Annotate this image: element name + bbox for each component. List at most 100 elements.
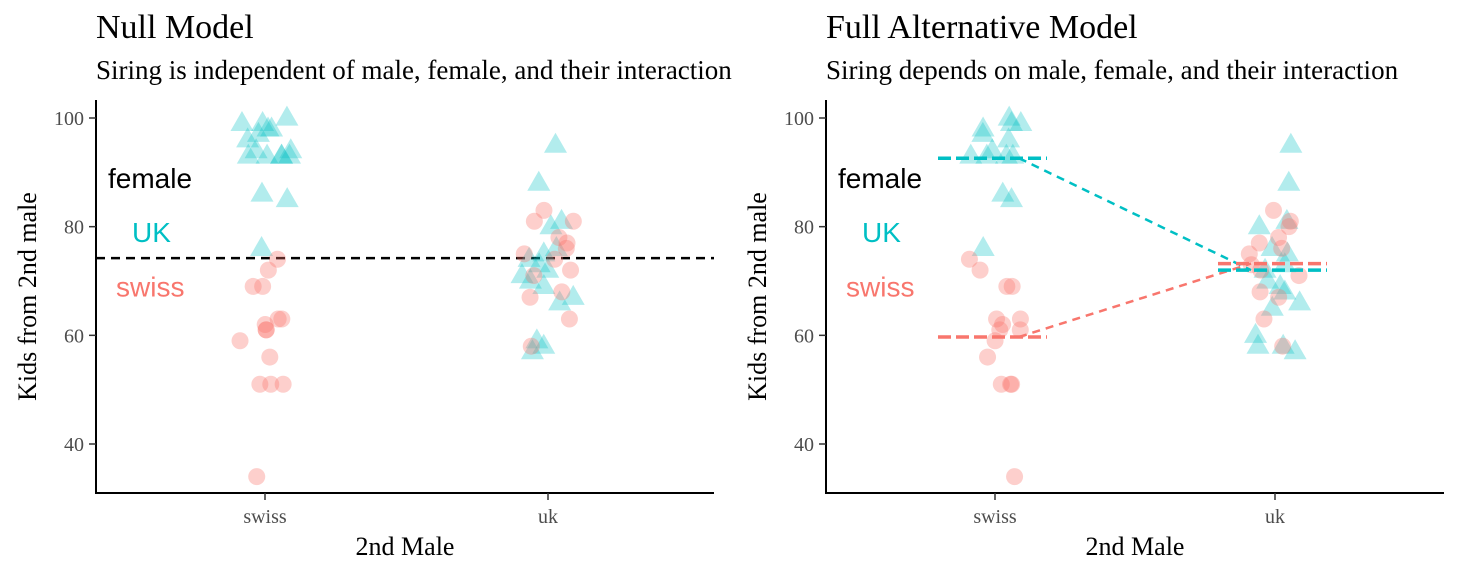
y-tick-label: 100 (54, 108, 84, 130)
point-swiss-circle (1281, 212, 1299, 230)
point-swiss-circle (1251, 283, 1269, 301)
point-uk-triangle (1283, 339, 1307, 360)
y-axis-title: Kids from 2nd male (743, 192, 772, 401)
point-uk-triangle (251, 111, 275, 132)
point-uk-triangle (1009, 111, 1033, 132)
point-swiss-circle (1270, 229, 1288, 247)
point-uk-triangle (269, 143, 293, 164)
point-swiss-circle (244, 277, 262, 295)
point-uk-triangle (1246, 333, 1270, 354)
y-tick-label: 40 (794, 434, 814, 456)
point-uk-triangle (1277, 170, 1301, 191)
point-swiss-circle (1280, 218, 1298, 236)
point-uk-triangle (1256, 268, 1280, 289)
point-swiss-circle (525, 267, 543, 285)
point-swiss-circle (515, 245, 533, 263)
point-swiss-circle (1274, 337, 1292, 355)
point-swiss-circle (553, 283, 571, 301)
point-swiss-circle (259, 261, 277, 279)
point-swiss-circle (254, 277, 272, 295)
point-uk-triangle (527, 252, 551, 273)
y-tick-label: 80 (64, 217, 84, 239)
point-uk-triangle (1260, 295, 1284, 316)
point-uk-triangle (236, 143, 260, 164)
point-uk-triangle (532, 333, 556, 354)
point-uk-triangle (544, 236, 568, 256)
point-uk-triangle (1244, 322, 1268, 343)
point-swiss-circle (248, 468, 266, 486)
point-uk-triangle (1000, 187, 1024, 208)
point-swiss-circle (1250, 234, 1268, 252)
point-uk-triangle (561, 284, 585, 305)
x-tick-label: swiss (973, 506, 1017, 528)
annotation-female: female (838, 163, 922, 194)
point-swiss-circle (986, 332, 1004, 350)
point-swiss-circle (994, 315, 1012, 333)
point-uk-triangle (1288, 290, 1312, 311)
point-swiss-circle (1011, 310, 1029, 328)
point-uk-triangle (256, 116, 280, 137)
y-tick-label: 60 (64, 325, 84, 347)
point-swiss-circle (257, 321, 275, 339)
point-swiss-circle (557, 239, 575, 257)
point-uk-triangle (971, 236, 995, 256)
point-swiss-circle (525, 212, 543, 230)
point-uk-triangle (246, 121, 270, 142)
x-tick-label: uk (538, 506, 558, 528)
point-swiss-circle (560, 310, 578, 328)
point-uk-triangle (548, 290, 572, 311)
point-swiss-circle (546, 250, 564, 268)
point-uk-triangle (1260, 236, 1284, 256)
chart-subtitle: Siring is independent of male, female, a… (96, 55, 732, 85)
point-swiss-circle (991, 321, 1009, 339)
point-swiss-circle (251, 375, 269, 393)
annotation-uk: UK (862, 217, 901, 248)
point-uk-triangle (518, 268, 542, 289)
point-swiss-circle (960, 250, 978, 268)
chart-subtitle: Siring depends on male, female, and thei… (826, 55, 1399, 85)
point-swiss-circle (521, 288, 539, 306)
point-swiss-circle (231, 332, 249, 350)
point-uk-triangle (278, 143, 302, 164)
point-uk-triangle (1247, 214, 1271, 235)
panel-null-model: Null Model Siring is independent of male,… (13, 9, 732, 561)
point-uk-triangle (1271, 333, 1295, 354)
point-uk-triangle (543, 132, 567, 153)
point-uk-triangle (236, 127, 260, 148)
point-swiss-circle (273, 310, 291, 328)
annotation-uk: UK (132, 217, 171, 248)
point-uk-triangle (255, 143, 279, 164)
point-swiss-circle (269, 310, 287, 328)
point-uk-triangle (532, 274, 556, 295)
point-swiss-circle (992, 375, 1010, 393)
point-swiss-circle (1255, 310, 1273, 328)
point-uk-triangle (250, 236, 274, 256)
point-swiss-circle (268, 250, 286, 268)
y-tick-label: 100 (784, 108, 814, 130)
point-uk-triangle (517, 246, 541, 267)
point-swiss-circle (535, 201, 553, 219)
point-uk-triangle (999, 111, 1023, 132)
point-swiss-circle (562, 261, 580, 279)
x-tick-label: swiss (243, 506, 287, 528)
connector-uk (1018, 157, 1252, 272)
point-uk-triangle (260, 116, 284, 137)
point-uk-triangle (510, 263, 534, 284)
point-uk-triangle (270, 143, 294, 164)
point-swiss-circle (1270, 288, 1288, 306)
connector-swiss (1018, 262, 1252, 339)
point-swiss-circle (998, 277, 1016, 295)
x-axis-title: 2nd Male (356, 532, 455, 561)
point-swiss-circle (1273, 239, 1291, 257)
annotation-female: female (108, 163, 192, 194)
point-uk-triangle (536, 257, 560, 278)
point-swiss-circle (274, 375, 292, 393)
point-swiss-circle (550, 229, 568, 247)
point-uk-triangle (1275, 208, 1299, 229)
point-swiss-circle (1003, 375, 1021, 393)
point-uk-triangle (230, 111, 254, 132)
point-uk-triangle (997, 105, 1021, 126)
y-tick-label: 60 (794, 325, 814, 347)
point-swiss-circle (564, 212, 582, 230)
point-uk-triangle (1275, 241, 1299, 262)
